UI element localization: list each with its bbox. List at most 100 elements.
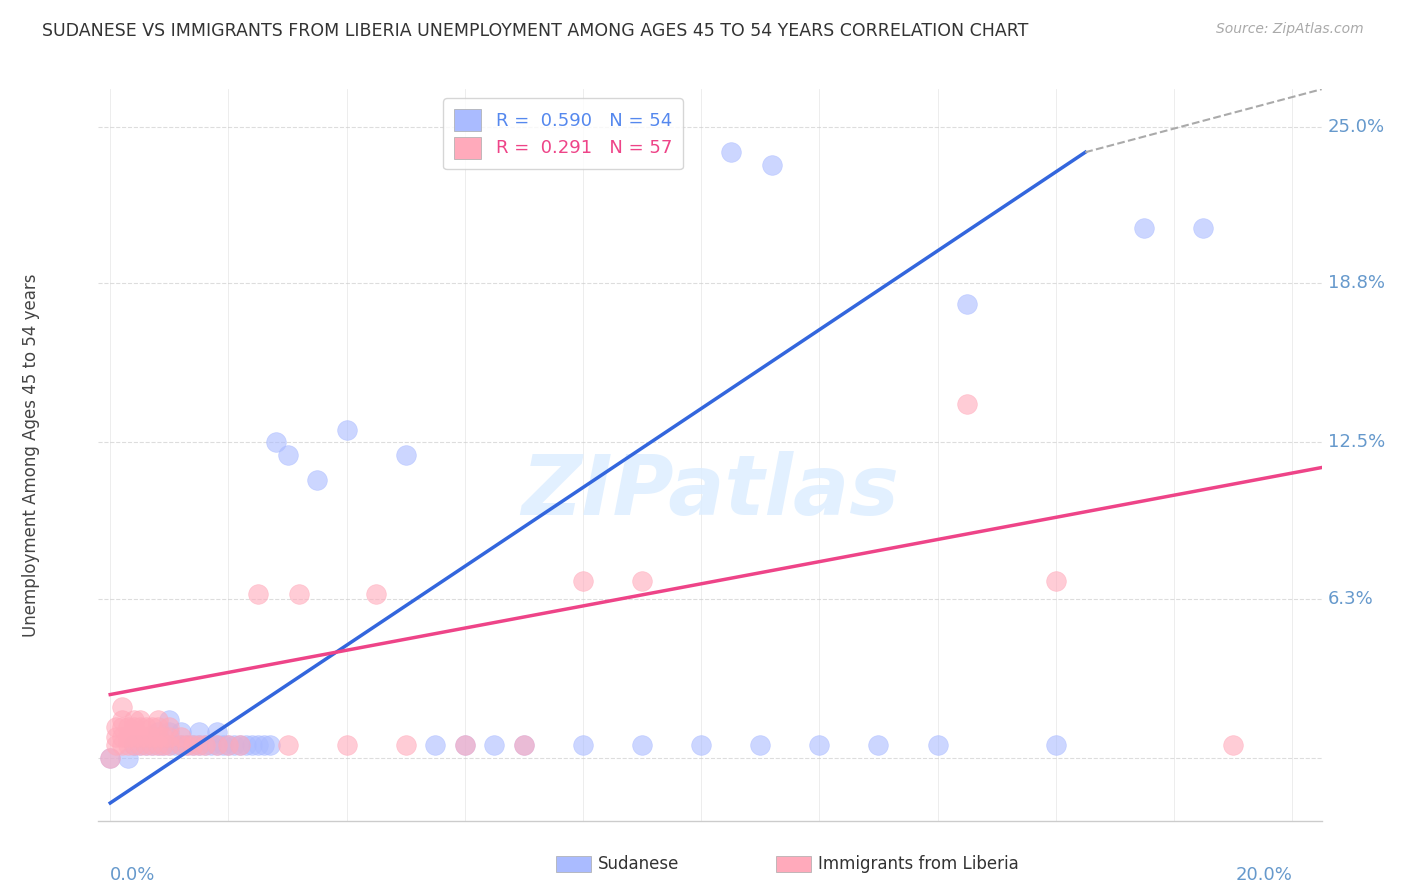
Text: 0.0%: 0.0% <box>110 866 156 884</box>
Point <box>1192 221 1215 235</box>
Point <box>276 738 298 752</box>
Point <box>146 738 169 752</box>
Point <box>111 731 134 745</box>
Point <box>956 397 979 411</box>
Point <box>259 738 281 752</box>
Point <box>205 738 228 752</box>
Point <box>868 738 890 752</box>
Point <box>170 731 193 745</box>
Point <box>146 713 169 727</box>
Text: Source: ZipAtlas.com: Source: ZipAtlas.com <box>1216 22 1364 37</box>
Point <box>122 720 145 734</box>
Point <box>454 738 477 752</box>
Legend: R =  0.590   N = 54, R =  0.291   N = 57: R = 0.590 N = 54, R = 0.291 N = 57 <box>443 98 683 169</box>
Point <box>170 725 193 739</box>
Point <box>749 738 772 752</box>
Point <box>513 738 536 752</box>
Point <box>122 738 145 752</box>
Point <box>170 738 193 752</box>
Point <box>205 738 228 752</box>
Point <box>117 738 139 752</box>
Point <box>111 700 134 714</box>
Point <box>176 738 198 752</box>
Point <box>1045 738 1067 752</box>
Point <box>572 738 595 752</box>
Point <box>141 738 163 752</box>
Text: Sudanese: Sudanese <box>598 855 679 873</box>
Point <box>513 738 536 752</box>
Point <box>105 731 128 745</box>
Point <box>128 738 150 752</box>
Point <box>135 738 157 752</box>
Point <box>229 738 252 752</box>
Point <box>631 738 654 752</box>
Point <box>395 448 418 462</box>
Point <box>484 738 506 752</box>
Text: 20.0%: 20.0% <box>1236 866 1292 884</box>
Text: Unemployment Among Ages 45 to 54 years: Unemployment Among Ages 45 to 54 years <box>22 273 41 637</box>
Point <box>128 713 150 727</box>
Point <box>135 731 157 745</box>
Point <box>146 725 169 739</box>
Point <box>690 738 713 752</box>
Point <box>122 731 145 745</box>
Point <box>194 738 217 752</box>
Point <box>425 738 447 752</box>
Point <box>128 731 150 745</box>
Point <box>157 738 180 752</box>
Text: 12.5%: 12.5% <box>1327 434 1385 451</box>
Point <box>276 448 298 462</box>
Point <box>808 738 831 752</box>
Point <box>454 738 477 752</box>
Point <box>170 738 193 752</box>
Point <box>141 720 163 734</box>
Point <box>720 145 742 160</box>
Point <box>98 750 121 764</box>
Point <box>229 738 252 752</box>
Point <box>111 738 134 752</box>
Point <box>128 720 150 734</box>
Point <box>224 738 246 752</box>
Point <box>146 720 169 734</box>
Text: 6.3%: 6.3% <box>1327 590 1374 607</box>
Point <box>157 720 180 734</box>
Point <box>956 296 979 310</box>
Point <box>246 738 269 752</box>
Point <box>117 731 139 745</box>
Point <box>187 738 209 752</box>
Point <box>240 738 263 752</box>
Point <box>165 738 187 752</box>
Point <box>235 738 257 752</box>
Point <box>98 750 121 764</box>
Text: 25.0%: 25.0% <box>1327 118 1385 136</box>
Point <box>1133 221 1156 235</box>
Point <box>157 725 180 739</box>
Point <box>336 738 359 752</box>
Point <box>246 587 269 601</box>
Point <box>181 738 204 752</box>
Point <box>288 587 311 601</box>
Point <box>105 720 128 734</box>
Point <box>117 720 139 734</box>
Point <box>631 574 654 588</box>
Point <box>211 738 233 752</box>
Point <box>181 738 204 752</box>
Point <box>336 423 359 437</box>
Point <box>200 738 222 752</box>
Point <box>927 738 949 752</box>
Point <box>117 750 139 764</box>
Point <box>205 725 228 739</box>
Point <box>157 731 180 745</box>
Point <box>146 731 169 745</box>
Point <box>1222 738 1244 752</box>
Point <box>572 574 595 588</box>
Text: SUDANESE VS IMMIGRANTS FROM LIBERIA UNEMPLOYMENT AMONG AGES 45 TO 54 YEARS CORRE: SUDANESE VS IMMIGRANTS FROM LIBERIA UNEM… <box>42 22 1029 40</box>
Point <box>194 738 217 752</box>
Point <box>152 738 174 752</box>
Point <box>141 731 163 745</box>
Text: ZIPatlas: ZIPatlas <box>522 451 898 532</box>
Point <box>135 738 157 752</box>
Text: 18.8%: 18.8% <box>1327 275 1385 293</box>
Point <box>111 720 134 734</box>
Point <box>366 587 388 601</box>
